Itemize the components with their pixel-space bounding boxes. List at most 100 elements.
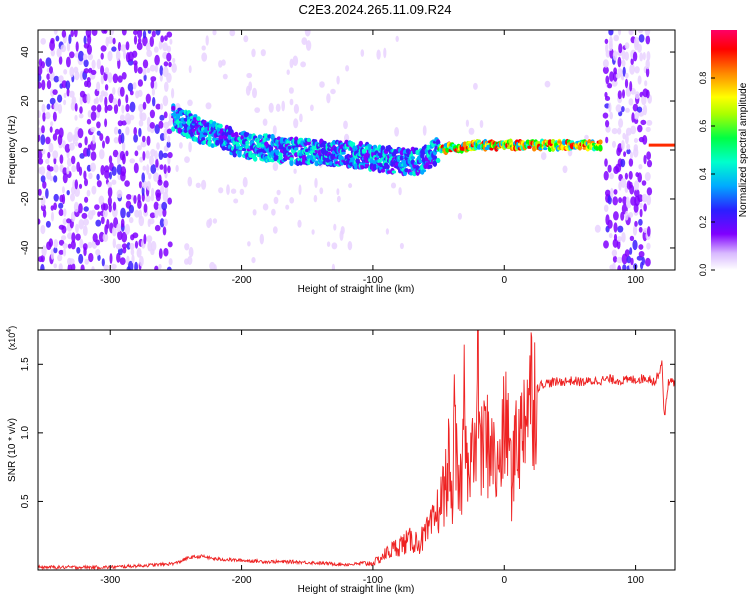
spectrogram-ridge-cell (358, 140, 363, 147)
spectrogram-cell (640, 119, 647, 126)
spectrogram-cell (110, 263, 117, 270)
spectrogram-cell (104, 84, 109, 91)
spectrogram-ridge-cell (435, 157, 441, 163)
spectrogram-cell (133, 195, 137, 204)
spectrogram-cell (602, 112, 609, 119)
spectrogram-cell (66, 190, 70, 196)
spectrogram-cell (103, 30, 108, 34)
spectrogram-cell (100, 165, 105, 176)
spectrogram-cell (149, 36, 154, 47)
spectrogram-cell (604, 38, 609, 45)
spectrogram-cell (86, 118, 92, 125)
spectrogram-cell (621, 59, 626, 67)
spectrogram-ridge-cell (306, 140, 311, 146)
spectrogram-cell (125, 150, 129, 157)
spectrogram-cell (602, 59, 609, 68)
spectrogram-cell (607, 83, 613, 89)
spectrogram-cell (631, 112, 635, 123)
spectrogram-cell (85, 30, 92, 38)
spectrogram-ridge-cell (380, 168, 386, 173)
spectrogram-cell (218, 187, 224, 194)
spectrogram-cell (646, 159, 653, 168)
spectrogram-cell (146, 49, 153, 58)
spectrogram-cell (117, 41, 122, 52)
spectrogram-cell (399, 242, 404, 250)
spectrogram-cell (605, 43, 609, 54)
spectrogram-cell (77, 128, 84, 139)
spectrogram-ridge-cell (256, 138, 261, 146)
spectrogram-ridge-cell (372, 163, 378, 171)
spectrogram-cell (62, 167, 68, 176)
spectrogram-cell (128, 217, 134, 224)
spectrogram-cell (151, 187, 155, 197)
spectrogram-cell (153, 201, 159, 210)
spectrogram-cell (167, 165, 171, 174)
spectrogram-cell (347, 241, 353, 251)
spectrogram-cell (171, 63, 177, 73)
spectrogram-cell (120, 44, 127, 52)
spectrogram-cell (617, 68, 623, 77)
spectrogram-x-ticks: -300 -200 -100 0 100 (100, 30, 644, 286)
spectrogram-cell (42, 112, 46, 122)
spectrogram-cell (119, 257, 126, 265)
spectrogram-cell (187, 176, 193, 187)
spectrogram-cell (621, 50, 626, 60)
spectrogram-cell (91, 209, 96, 216)
spectrogram-cell (84, 136, 88, 146)
spectrogram-cell (53, 102, 60, 111)
spectrogram-cell (628, 158, 634, 167)
spectrogram-cell (50, 37, 55, 44)
spectrogram-cell (422, 125, 427, 136)
spectrogram-cell (112, 149, 119, 158)
spectrogram-cell (128, 204, 134, 214)
spectrogram-cell (609, 71, 615, 82)
spectrogram-cell (117, 247, 123, 256)
spectrogram-cell (162, 152, 169, 158)
spectrogram-cell (149, 155, 154, 166)
spectrogram-cell (633, 144, 638, 152)
spectrogram-cell (319, 81, 325, 88)
spectrogram-cell (625, 127, 632, 136)
spectrogram-cell (137, 89, 143, 97)
spectrogram-cell (38, 149, 43, 160)
spectrogram-cell (54, 128, 60, 135)
spectrogram-cell (145, 195, 151, 203)
spectrogram-cell (275, 103, 281, 113)
spectrogram-cell (326, 241, 331, 247)
spectrogram-cell (166, 128, 173, 135)
spectrogram-ridge-cell (275, 149, 280, 156)
spectrogram-cell (149, 122, 155, 129)
spectrogram-cell (621, 232, 626, 243)
spectrogram-cell (74, 103, 78, 112)
spectrogram-cell (95, 219, 102, 227)
spectrogram-cell (604, 91, 608, 98)
spectrogram-cell (625, 107, 630, 113)
spectrogram-cell (158, 248, 163, 259)
spectrogram-cell (289, 58, 294, 69)
spectrogram-cell (333, 223, 337, 231)
spectrogram-cell (125, 112, 131, 124)
spectrogram-cell (78, 142, 83, 148)
spectrogram-cell (78, 253, 84, 264)
spectrogram-cell (612, 262, 616, 270)
spectrogram-cell (169, 38, 173, 45)
spectrogram-cell (40, 61, 46, 69)
spectrogram-cell (96, 173, 100, 181)
spectrogram-cell (69, 90, 75, 98)
spectrogram-cell (99, 133, 104, 142)
spectrogram-cell (62, 243, 69, 249)
spectrogram-cell (629, 81, 633, 92)
spectrogram-ridge-cell (253, 156, 258, 162)
spectrogram-cell (90, 69, 97, 75)
spectrogram-cell (629, 63, 635, 75)
spectrogram-cell (117, 230, 123, 241)
spectrogram-cell (617, 56, 622, 68)
spectrogram-cell (140, 112, 147, 121)
spectrogram-cell (45, 57, 52, 67)
spectrogram-cell (584, 134, 589, 140)
spectrogram-cell (638, 218, 643, 226)
spectrogram-cell (345, 65, 350, 72)
x-tick-label: -200 (232, 575, 252, 586)
spectrogram-cell (159, 65, 164, 76)
spectrogram-cell (630, 151, 633, 159)
